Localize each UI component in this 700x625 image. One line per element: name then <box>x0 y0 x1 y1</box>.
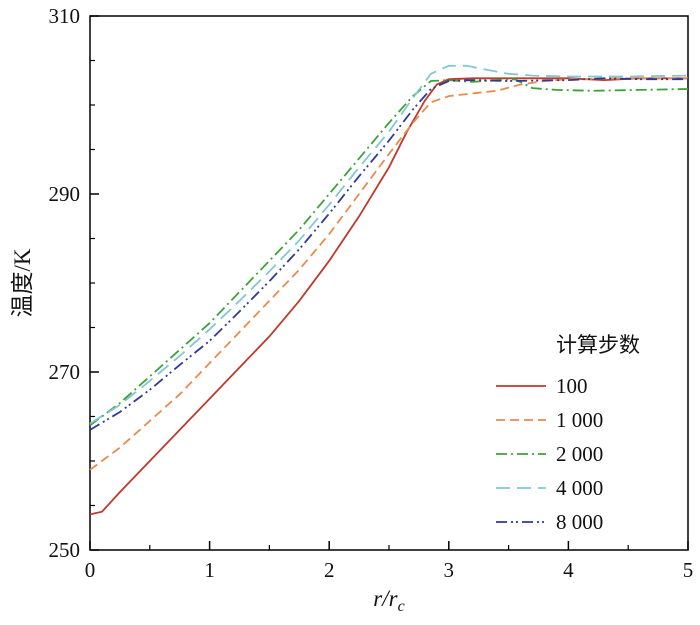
x-axis-title-main: r/r <box>373 586 398 611</box>
x-tick-label: 5 <box>683 558 694 582</box>
legend-label: 8 000 <box>556 510 603 534</box>
legend-label: 2 000 <box>556 442 603 466</box>
series-line-2000 <box>89 78 689 427</box>
legend-label: 1 000 <box>556 408 603 432</box>
y-axis-ticks: 250 270 290 310 <box>49 4 99 562</box>
y-tick-label: 290 <box>49 182 81 206</box>
y-tick-label: 270 <box>49 360 81 384</box>
x-tick-label: 3 <box>444 558 455 582</box>
legend-label: 100 <box>556 374 588 398</box>
series-line-100 <box>89 77 688 516</box>
plot-frame <box>89 15 689 551</box>
x-axis-title: r/rc <box>373 586 404 615</box>
x-axis-title-sub: c <box>398 598 405 615</box>
x-tick-label: 4 <box>563 558 574 582</box>
x-axis-ticks: 0 1 2 3 4 5 <box>85 541 694 582</box>
y-tick-label: 250 <box>49 538 81 562</box>
legend-title: 计算步数 <box>556 333 640 357</box>
x-tick-label: 0 <box>85 558 96 582</box>
legend-label: 4 000 <box>556 476 603 500</box>
legend: 计算步数 100 1 000 2 000 4 000 8 000 <box>496 333 640 534</box>
plot-border <box>89 15 689 551</box>
series-line-8000 <box>89 77 688 431</box>
series-line-1000 <box>89 77 688 471</box>
y-axis-title: 温度/K <box>10 248 35 317</box>
series-lines <box>89 64 689 516</box>
x-tick-label: 1 <box>204 558 215 582</box>
x-tick-label: 2 <box>324 558 335 582</box>
series-line-4000 <box>89 64 689 425</box>
y-tick-label: 310 <box>49 4 81 28</box>
